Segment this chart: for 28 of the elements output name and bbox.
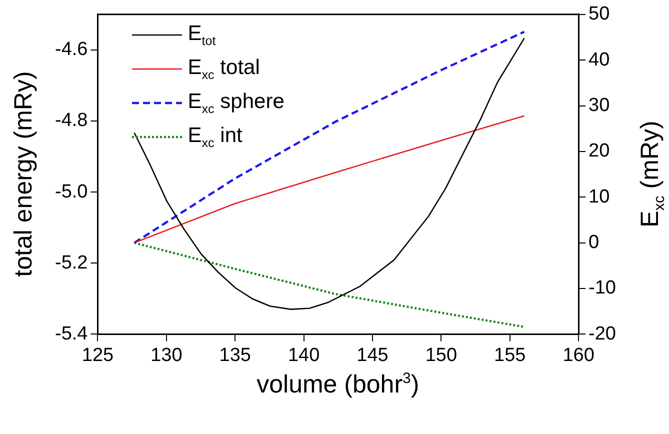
- y2-tick-label: 20: [588, 140, 610, 162]
- y2-tick-label: 0: [588, 232, 600, 254]
- x-tick-label: 155: [494, 344, 526, 366]
- y-tick-label: -4.8: [54, 110, 88, 132]
- x-axis-title: volume (bohr$^{3}$): [256, 370, 420, 400]
- y-tick-label: -4.6: [54, 39, 88, 60]
- y-tick-label: -5.2: [54, 252, 88, 274]
- legend-label: E$_{xc}$ sphere: [188, 90, 284, 116]
- y2-tick-label: -20: [588, 323, 616, 344]
- y2-tick-label: 40: [588, 49, 610, 70]
- y2-tick-label: 30: [588, 95, 610, 116]
- legend-label: E$_{xc}$ total: [188, 56, 260, 82]
- y-tick-label: -5.0: [54, 181, 88, 202]
- x-tick-label: 140: [288, 344, 320, 366]
- y2-tick-label: 50: [588, 4, 610, 25]
- y2-tick-label: -10: [588, 278, 616, 299]
- y2-tick-label: 10: [588, 186, 610, 208]
- x-tick-label: 135: [219, 344, 251, 366]
- x-tick-label: 150: [425, 344, 458, 366]
- y-axis-title: total energy (mRy): [10, 71, 38, 278]
- legend-label: E$_{tot}$: [188, 22, 216, 48]
- legend-label: E$_{xc}$ int: [188, 124, 242, 150]
- line-series: [133, 242, 526, 328]
- x-tick-label: 130: [150, 344, 182, 366]
- x-tick-label: 145: [356, 344, 388, 366]
- y-tick-label: -5.4: [54, 323, 88, 344]
- x-tick-label: 125: [82, 344, 114, 366]
- x-tick-label: 160: [562, 344, 594, 366]
